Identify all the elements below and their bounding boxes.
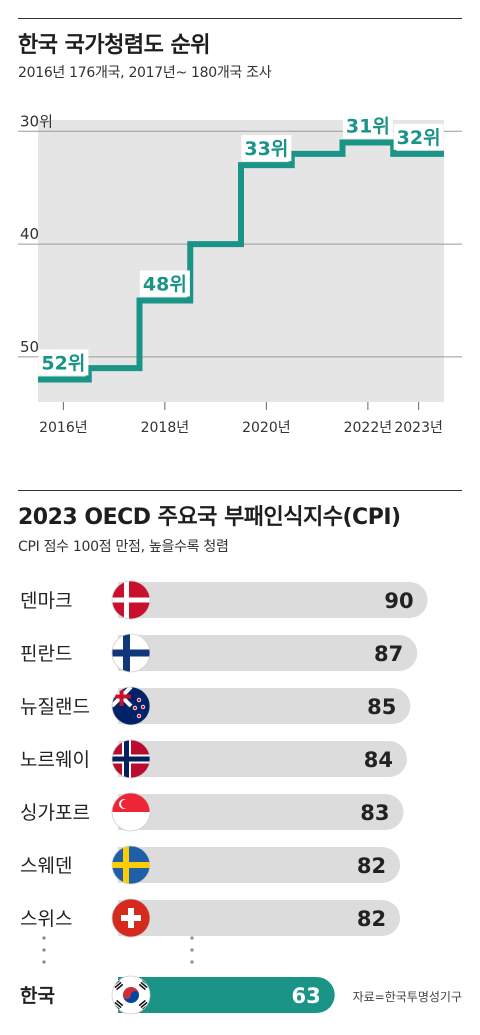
sweden-flag xyxy=(112,846,150,884)
chart1-subtitle: 2016년 176개국, 2017년~ 180개국 조사 xyxy=(18,65,272,81)
korea-flag xyxy=(112,976,150,1014)
point-label-bg xyxy=(139,270,190,297)
bar-row: 싱가포르 83 xyxy=(20,792,404,832)
y-tick-label: 40 xyxy=(20,225,39,243)
category-label: 뉴질랜드 xyxy=(20,696,90,718)
ellipsis-dot xyxy=(190,948,194,952)
x-tick-label: 2022년 xyxy=(344,420,393,436)
bar xyxy=(138,688,411,724)
point-label-bg xyxy=(241,135,292,162)
bar xyxy=(138,900,401,936)
category-label: 노르웨이 xyxy=(20,749,90,771)
bar-row: 핀란드 87 xyxy=(20,633,418,673)
denmark-flag xyxy=(112,581,150,619)
value-label: 63 xyxy=(291,984,320,1008)
x-tick-label: 2023년 xyxy=(394,420,443,436)
bar-row: 노르웨이 84 xyxy=(20,739,407,779)
value-label: 83 xyxy=(360,801,389,825)
rank-step-line xyxy=(38,139,444,383)
bar-row: 덴마크 90 xyxy=(20,580,428,620)
chart2-subtitle: CPI 점수 100점 만점, 높을수록 청렴 xyxy=(18,539,229,555)
point-label: 48위 xyxy=(143,273,187,295)
ellipsis-dot xyxy=(42,948,46,952)
bar xyxy=(138,794,404,830)
value-label: 85 xyxy=(367,695,396,719)
category-label: 핀란드 xyxy=(20,643,72,665)
bar-row: 뉴질랜드 85 xyxy=(20,686,411,726)
ellipsis-dot xyxy=(42,960,46,964)
value-label: 90 xyxy=(384,589,413,613)
value-label: 87 xyxy=(374,642,403,666)
switzerland-flag xyxy=(112,899,150,937)
chart1-title: 한국 국가청렴도 순위 xyxy=(18,33,210,58)
finland-flag xyxy=(112,634,150,672)
point-label: 31위 xyxy=(346,116,390,138)
category-label: 한국 xyxy=(20,985,55,1007)
middle-rule xyxy=(18,490,462,491)
point-label: 33위 xyxy=(244,138,288,160)
bar-row: 스웨덴 82 xyxy=(20,845,401,885)
norway-flag xyxy=(112,740,150,778)
bar xyxy=(138,977,335,1013)
singapore-flag xyxy=(112,793,150,831)
category-label: 스위스 xyxy=(20,908,72,930)
x-tick-label: 2016년 xyxy=(39,420,88,436)
bar xyxy=(138,741,407,777)
top-rule xyxy=(18,18,462,19)
point-label-bg xyxy=(393,123,444,150)
newzealand-flag xyxy=(112,687,150,725)
value-label: 82 xyxy=(357,907,386,931)
bar-row: 스위스 82 xyxy=(20,898,401,938)
y-tick-label: 30위 xyxy=(20,112,53,130)
point-label: 32위 xyxy=(397,127,441,149)
y-tick-label: 50 xyxy=(20,338,39,356)
chart2-title: 2023 OECD 주요국 부패인식지수(CPI) xyxy=(18,505,401,530)
point-label-bg xyxy=(38,349,89,376)
ellipsis-dot xyxy=(190,960,194,964)
bar xyxy=(138,582,428,618)
category-label: 덴마크 xyxy=(20,590,72,612)
ellipsis-dot xyxy=(190,936,194,940)
cpi-bar-chart: 덴마크 90 핀란드 87 뉴질랜드 85 노르웨이 84 싱가포르 83 스웨덴 82 스위스 82 한국… xyxy=(20,580,428,1015)
value-label: 82 xyxy=(357,854,386,878)
bar xyxy=(138,847,401,883)
point-label: 52위 xyxy=(41,352,85,374)
category-label: 스웨덴 xyxy=(20,855,72,877)
category-label: 싱가포르 xyxy=(20,802,90,824)
value-label: 84 xyxy=(364,748,393,772)
source-note: 자료=한국투명성기구 xyxy=(352,990,462,1004)
bar xyxy=(138,635,418,671)
point-label-bg xyxy=(342,112,393,139)
ellipsis-dot xyxy=(42,936,46,940)
x-tick-label: 2018년 xyxy=(141,420,190,436)
bar-row: 한국 63 xyxy=(20,975,335,1015)
x-tick-label: 2020년 xyxy=(242,420,291,436)
